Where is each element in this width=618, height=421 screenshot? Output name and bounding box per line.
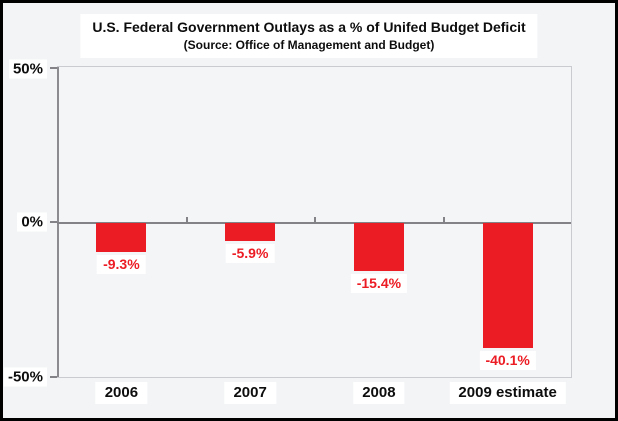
plot-area: -9.3% -5.9% -15.4% -40.1% (57, 66, 572, 378)
y-axis-label-50: 50% (8, 59, 47, 79)
bar-value-label: -5.9% (225, 244, 275, 264)
bar-2007 (225, 223, 276, 242)
x-axis-tick-mark (185, 217, 188, 223)
y-axis-label-neg50: -50% (3, 367, 47, 387)
bar-2009-estimate (482, 223, 533, 349)
x-axis-tick-mark (314, 217, 316, 223)
zero-axis-line (57, 222, 571, 224)
x-axis-label-2006: 2006 (95, 382, 148, 404)
chart-subtitle: (Source: Office of Management and Budget… (183, 38, 435, 52)
x-axis-label-2009-estimate: 2009 estimate (449, 382, 566, 404)
bar-2008 (353, 223, 404, 272)
y-axis-tick-mark-0 (50, 221, 57, 223)
y-axis-tick-mark-50 (50, 67, 57, 69)
x-axis-tick-mark (442, 217, 445, 223)
bar-value-label: -9.3% (97, 255, 146, 275)
y-axis-tick-mark-neg50 (50, 376, 57, 378)
chart-title: U.S. Federal Government Outlays as a % o… (92, 19, 526, 35)
x-axis-label-2007: 2007 (224, 382, 276, 404)
chart-title-block: U.S. Federal Government Outlays as a % o… (80, 14, 538, 58)
y-axis-label-0: 0% (17, 212, 47, 232)
bar-value-label: -40.1% (479, 351, 536, 371)
x-axis-labels: 2006 2007 2008 2009 estimate (57, 382, 572, 404)
bar-value-label: -15.4% (350, 274, 408, 294)
x-axis-label-2008: 2008 (353, 382, 405, 404)
bar-2006 (96, 223, 147, 253)
